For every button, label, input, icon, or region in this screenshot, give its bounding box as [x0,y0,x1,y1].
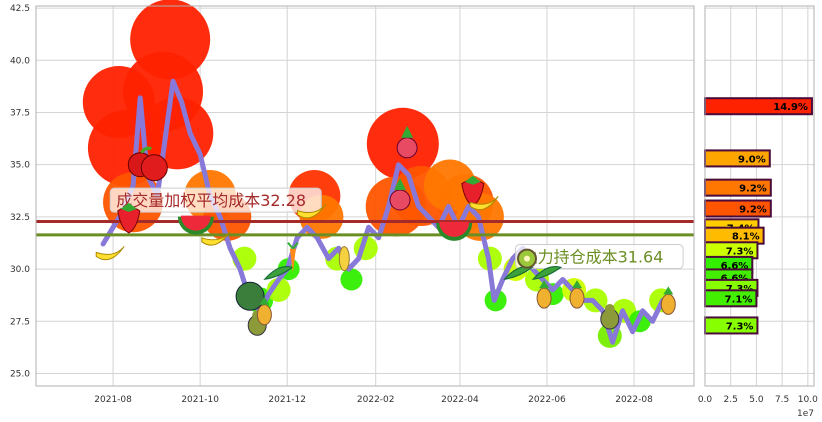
y-tick-label: 35.0 [10,161,30,171]
y-tick-label: 32.5 [10,213,30,223]
x-tick-label: 10.0 [798,395,818,405]
melon-icon [235,281,265,311]
distribution-plot-border [704,5,815,387]
radish-icon [396,125,418,159]
x-tick-label: 2022-06 [528,395,566,405]
strawberry-icon [117,202,141,234]
distribution-bar-label: 7.3% [726,321,754,332]
apple-icon [127,146,168,182]
distribution-bar-label: 14.9% [773,102,808,113]
x-tick-label: 0.0 [698,395,713,405]
x-tick-label: 2022-02 [357,395,395,405]
x-tick-label: 7.5 [775,395,789,405]
x-tick-label: 2021-10 [181,395,219,405]
distribution-chart-frame [704,5,815,387]
watermelon-icon [177,215,214,235]
pea-pod-icon [503,266,534,280]
x-tick-label: 2021-08 [94,395,132,405]
pineapple-icon [569,280,585,309]
y-tick-label: 30.0 [10,265,30,275]
price-chart-ticks: 25.0 27.5 30.0 32.5 35.0 37.5 40.0 42.5 2021-08 2… [10,4,653,405]
banana-icon [297,204,326,219]
price-chart-frame [35,5,695,387]
distribution-bar-label: 7.1% [725,294,753,305]
volume-bubble [130,0,211,80]
x-tick-label: 2022-08 [615,395,653,405]
x-tick-label: 5.0 [749,395,764,405]
volume-bubble [340,268,363,291]
y-tick-label: 25.0 [10,369,30,379]
pineapple-icon [536,280,552,309]
distribution-bar-label: 9.2% [739,205,767,216]
strawberry-icon [461,175,485,207]
price-plot-border [35,5,695,387]
distribution-bar-label: 6.6% [721,261,749,272]
fruit-markers [95,125,676,336]
banana-icon [201,231,231,246]
carrot-icon [287,241,299,273]
distribution-chart-ticks: 0.0 2.5 5.0 7.5 10.0 1e7 [698,395,818,419]
banana-icon [95,246,125,261]
reference-line-label: 主力持仓成本31.64 [522,248,664,267]
x-scale-note: 1e7 [797,409,814,419]
pea-pod-icon [531,266,563,280]
corn-icon [338,246,350,272]
distribution-bar-label: 9.2% [739,184,767,195]
distribution-bar-label: 7.3% [726,246,754,257]
distribution-bar-label: 8.1% [732,232,760,243]
reference-label-box [515,244,684,270]
y-tick-label: 37.5 [10,108,30,118]
x-tick-label: 2021-12 [268,395,306,405]
reference-label-box [109,187,322,213]
banana-icon [469,195,499,211]
reference-line-label: 成交量加权平均成本32.28 [116,191,306,210]
y-tick-label: 40.0 [10,56,30,66]
x-tick-label: 2022-04 [441,395,479,405]
y-tick-label: 42.5 [10,4,30,14]
pear-icon [600,304,620,330]
distribution-bar-label: 9.0% [738,154,766,165]
watermelon-icon [436,221,473,241]
pineapple-icon [660,286,676,315]
reference-lines: 成交量加权平均成本32.28 主力持仓成本31.64 [36,187,694,270]
pineapple-icon [256,296,272,326]
kiwi-icon [517,248,537,269]
volume-bubble [141,97,214,170]
x-tick-label: 2.5 [724,395,738,405]
y-tick-label: 27.5 [10,317,30,327]
volume-bubble [423,159,476,212]
radish-icon [389,178,411,211]
